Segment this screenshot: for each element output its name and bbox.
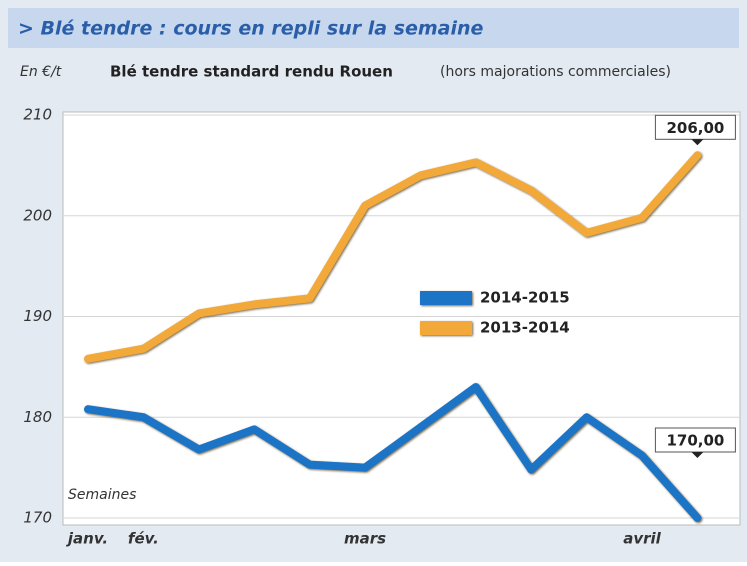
y-tick-label: 200 [23,206,52,224]
x-tick-label: mars [344,530,386,548]
legend-swatch [420,321,472,335]
legend-label: 2014-2015 [480,289,570,307]
y-unit-label: En €/t [20,64,62,80]
x-axis-label: Semaines [68,487,136,503]
plot-area [62,111,741,526]
x-tick-label: avril [623,530,661,548]
title-banner [8,8,739,48]
legend-label: 2013-2014 [480,319,570,337]
legend-swatch [420,291,472,305]
value-label-box [654,427,736,453]
value-label-pointer [691,452,704,458]
chart-title: > Blé tendre : cours en repli sur la sem… [18,18,483,40]
line-series [84,151,702,363]
y-tick-label: 210 [23,106,52,124]
y-tick-label: 190 [23,307,52,325]
y-tick-label: 180 [23,408,52,426]
y-tick-label: 170 [23,509,52,527]
x-tick-label: janv. [66,530,108,548]
value-label-pointer [691,139,704,146]
value-label: 170,00 [666,432,724,450]
value-label-box [654,114,736,140]
x-tick-label: fév. [128,530,159,548]
value-label: 206,00 [666,119,724,137]
subtitle: Blé tendre standard rendu Rouen [110,63,393,81]
line-series [84,383,702,522]
subtitle-note: (hors majorations commerciales) [440,64,671,80]
